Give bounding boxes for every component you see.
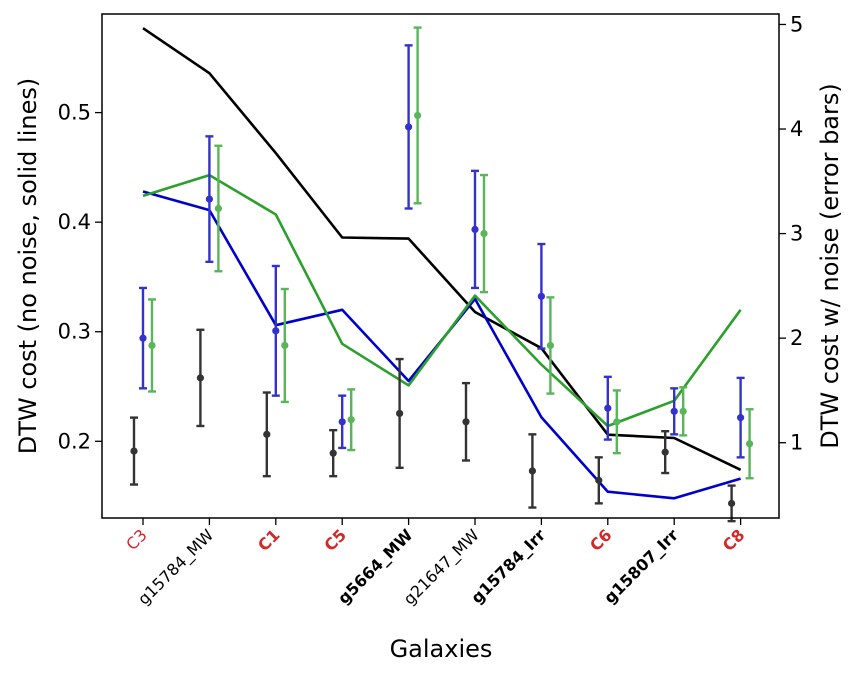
y-axis-right-label: DTW cost w/ noise (error bars)	[816, 83, 844, 449]
x-tick-label: C3	[122, 525, 151, 554]
errorbar-point-blue	[405, 123, 413, 131]
errorbar-point-black	[595, 476, 603, 484]
errorbar-point-blue	[670, 407, 678, 415]
y-right-tick-label: 4	[790, 117, 803, 141]
errorbar-point-black	[263, 430, 271, 438]
errorbar-point-green	[214, 204, 222, 213]
errorbar-point-blue	[139, 334, 147, 342]
errorbar-point-green	[148, 341, 156, 350]
series-line-green	[142, 173, 742, 428]
errorbar-point-green	[746, 440, 754, 448]
line-layer	[142, 27, 742, 500]
y-left-tick-label: 0.2	[58, 429, 91, 453]
x-tick-label: C8	[719, 525, 749, 555]
errorbar-point-black	[130, 447, 138, 455]
series-line-black	[142, 27, 742, 471]
series-line-blue	[142, 190, 741, 500]
errorbar-point-black	[528, 467, 537, 475]
errorbar-point-black	[661, 448, 669, 456]
errorbar-point-blue	[205, 195, 213, 203]
errorbar-point-green	[414, 111, 422, 120]
errorbar-point-blue	[604, 404, 612, 412]
errorbar-point-black	[329, 449, 337, 457]
errorbar-point-black	[728, 499, 736, 507]
errorbar-point-green	[679, 407, 687, 415]
y-right-tick-label: 3	[790, 222, 803, 246]
plot-frame	[101, 13, 780, 519]
errorbar-point-blue	[471, 225, 479, 234]
errorbar-point-blue	[272, 327, 280, 335]
y-left-tick-label: 0.5	[58, 101, 91, 125]
errorbar-point-green	[480, 229, 488, 238]
errorbar-point-black	[462, 418, 470, 426]
y-right-tick-label: 2	[790, 326, 803, 350]
errorbar-point-blue	[338, 418, 346, 426]
errorbar-point-black	[196, 374, 204, 382]
x-tick-label: C5	[320, 525, 350, 555]
errorbar-point-blue	[537, 292, 546, 300]
y-left-tick-label: 0.4	[58, 210, 91, 234]
x-tick-label: C6	[586, 525, 616, 555]
errorbar-point-black	[396, 409, 404, 418]
y-axis-left-label: DTW cost (no noise, solid lines)	[14, 78, 42, 454]
errorbar-layer	[130, 26, 754, 523]
x-tick-label: C1	[254, 525, 284, 555]
errorbar-point-green	[613, 418, 621, 426]
x-axis-label: Galaxies	[390, 635, 493, 663]
errorbar-point-blue	[737, 414, 745, 422]
y-left-tick-label: 0.3	[58, 320, 91, 344]
errorbar-point-green	[546, 341, 555, 350]
y-right-tick-label: 5	[790, 12, 803, 36]
errorbar-point-green	[281, 341, 289, 350]
y-right-tick-label: 1	[790, 431, 803, 455]
errorbar-point-green	[347, 416, 355, 424]
